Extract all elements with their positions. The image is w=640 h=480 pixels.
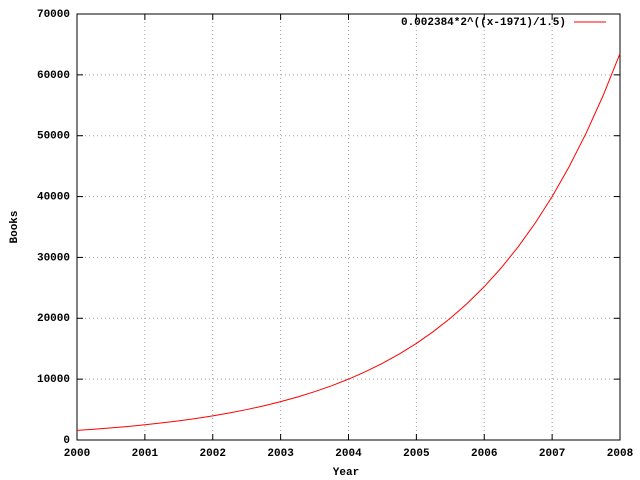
legend-label: 0.002384*2^((x-1971)/1.5) — [401, 17, 566, 29]
y-tick-label: 0 — [63, 435, 70, 447]
y-axis-label: Books — [9, 210, 21, 243]
x-tick-label: 2003 — [267, 448, 294, 460]
y-tick-label: 30000 — [37, 252, 70, 264]
line-series — [76, 53, 621, 431]
x-tick-label: 2001 — [132, 448, 159, 460]
y-tick-label: 60000 — [37, 70, 70, 82]
plot-border — [76, 13, 621, 441]
x-tick-label: 2000 — [64, 448, 90, 460]
x-tick-label: 2006 — [471, 448, 497, 460]
y-tick-label: 50000 — [37, 131, 70, 143]
y-tick-label: 70000 — [37, 9, 70, 21]
x-tick-label: 2002 — [200, 448, 226, 460]
y-tick-label: 20000 — [37, 313, 70, 325]
x-tick-label: 2004 — [335, 448, 362, 460]
y-tick-label: 40000 — [37, 191, 70, 203]
x-tick-label: 2008 — [607, 448, 634, 460]
x-tick-label: 2005 — [403, 448, 430, 460]
x-axis-label: Year — [333, 467, 359, 479]
x-tick-label: 2007 — [539, 448, 565, 460]
y-tick-label: 10000 — [37, 374, 70, 386]
